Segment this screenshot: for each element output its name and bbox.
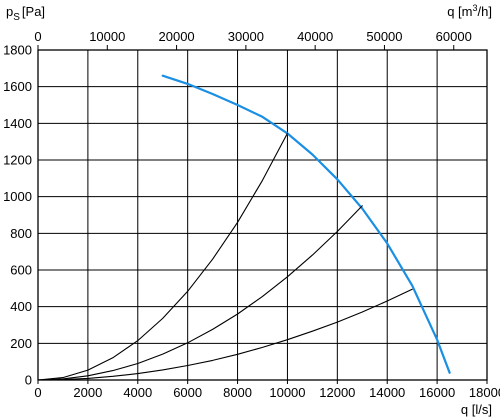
y-tick-label: 200	[10, 336, 32, 351]
x-bottom-tick-label: 8000	[223, 385, 252, 400]
y-axis-title: pS [Pa]	[6, 4, 45, 23]
y-tick-label: 0	[25, 373, 32, 388]
tick-labels: 0 2000 4000 6000 8000 10000 12000 14000 16000 180…	[3, 29, 500, 400]
plot-frame	[37, 45, 488, 384]
y-tick-label: 1000	[3, 189, 32, 204]
plot-border	[37, 49, 488, 381]
x-bottom-tick-label: 10000	[269, 385, 305, 400]
x-bottom-tick-label: 0	[34, 385, 41, 400]
system-curve-line-2	[37, 205, 363, 381]
x-top-tick-label: 50000	[366, 29, 402, 44]
x-top-tick-label: 10000	[89, 29, 125, 44]
x-top-tick-label: 20000	[159, 29, 195, 44]
y-tick-label: 400	[10, 299, 32, 314]
x-bottom-tick-label: 4000	[123, 385, 152, 400]
x-top-tick-label: 60000	[436, 29, 472, 44]
x-bottom-tick-label: 12000	[319, 385, 355, 400]
y-tick-label: 1800	[3, 43, 32, 58]
system-curve-line-1	[37, 132, 288, 381]
y-tick-label: 1200	[3, 153, 32, 168]
y-tick-label: 1600	[3, 79, 32, 94]
x-bottom-tick-label: 16000	[419, 385, 455, 400]
grid	[37, 49, 488, 381]
x-bottom-tick-label: 14000	[369, 385, 405, 400]
x-top-tick-label: 30000	[228, 29, 264, 44]
fan-curve-line	[161, 74, 451, 374]
y-tick-label: 800	[10, 226, 32, 241]
x-bottom-tick-label: 2000	[73, 385, 102, 400]
x-bottom-axis-title: q [l/s]	[461, 402, 492, 417]
y-tick-label: 600	[10, 263, 32, 278]
x-top-axis-title: q [m3/h]	[447, 3, 492, 19]
series-group	[37, 74, 451, 381]
x-top-tick-label: 40000	[297, 29, 333, 44]
system-curve-line-3	[37, 288, 413, 381]
y-tick-label: 1400	[3, 116, 32, 131]
x-top-tick-label: 0	[34, 29, 41, 44]
x-bottom-tick-label: 6000	[173, 385, 202, 400]
